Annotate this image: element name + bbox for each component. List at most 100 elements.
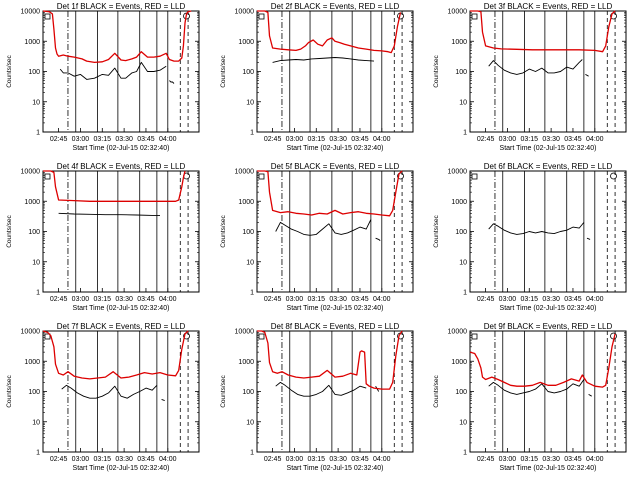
top-left-marker — [258, 173, 265, 180]
x-tick-label: 02:45 — [50, 136, 68, 143]
x-tick-label: 03:00 — [499, 456, 517, 463]
y-tick-label: 100 — [242, 69, 254, 76]
top-left-marker — [471, 173, 478, 180]
detector-panel-6: Det 6f BLACK = Events, RED = LLD 1 10 100 10… — [433, 162, 627, 312]
x-tick-label: 03:45 — [564, 136, 582, 143]
y-tick-label: 1 — [463, 450, 467, 457]
y-tick-label: 1000 — [24, 359, 40, 366]
y-axis-label: Counts/sec — [6, 214, 13, 247]
x-tick-label: 03:30 — [329, 136, 347, 143]
y-tick-label: 100 — [28, 389, 40, 396]
detector-panel-2: Det 2f BLACK = Events, RED = LLD 1 10 100 10… — [220, 2, 414, 152]
detector-panel-1: Det 1f BLACK = Events, RED = LLD 1 10 100 10… — [6, 2, 200, 152]
x-tick-label: 04:00 — [586, 456, 604, 463]
x-tick-label: 03:15 — [308, 296, 326, 303]
y-tick-label: 1 — [463, 130, 467, 137]
top-left-marker — [44, 173, 51, 180]
y-tick-label: 100 — [455, 389, 467, 396]
x-tick-label: 03:15 — [94, 136, 112, 143]
x-tick-label: 02:45 — [264, 456, 282, 463]
x-axis-label: Start Time (02-Jul-15 02:32:40) — [500, 465, 597, 472]
y-axis-label: Counts/sec — [433, 214, 440, 247]
red-lld-series — [469, 333, 616, 388]
y-tick-label: 10 — [246, 99, 254, 106]
x-tick-label: 04:00 — [586, 136, 604, 143]
red-lld-series — [257, 10, 402, 54]
y-tick-label: 1000 — [238, 199, 254, 206]
y-tick-label: 1000 — [451, 199, 467, 206]
black-events-series — [586, 237, 591, 240]
x-tick-label: 03:45 — [137, 456, 155, 463]
black-events-series — [585, 74, 589, 77]
x-tick-label: 03:45 — [351, 296, 369, 303]
y-tick-label: 1 — [250, 450, 254, 457]
detector-panel-5: Det 5f BLACK = Events, RED = LLD 1 10 100 10… — [220, 162, 414, 312]
black-events-series — [275, 381, 367, 397]
x-tick-label: 03:00 — [286, 296, 304, 303]
red-lld-series — [42, 10, 192, 64]
panel-title: Det 6f BLACK = Events, RED = LLD — [484, 162, 613, 171]
plot-frame — [256, 170, 414, 293]
detector-panel-3: Det 3f BLACK = Events, RED = LLD 1 10 100 10… — [433, 2, 627, 152]
y-tick-label: 10 — [246, 419, 254, 426]
x-tick-label: 03:45 — [564, 456, 582, 463]
x-tick-label: 03:00 — [286, 456, 304, 463]
y-tick-label: 1 — [463, 290, 467, 297]
x-tick-label: 02:45 — [477, 296, 495, 303]
y-tick-label: 10 — [459, 419, 467, 426]
x-tick-label: 03:45 — [137, 136, 155, 143]
x-tick-label: 03:30 — [542, 456, 560, 463]
black-events-series — [61, 384, 158, 399]
black-events-series — [488, 379, 585, 395]
black-events-series — [588, 394, 592, 397]
x-tick-label: 02:45 — [264, 136, 282, 143]
y-tick-label: 10000 — [448, 169, 468, 176]
x-tick-label: 04:00 — [373, 456, 391, 463]
top-right-marker — [610, 172, 617, 180]
x-tick-label: 03:15 — [308, 456, 326, 463]
y-tick-label: 1 — [250, 290, 254, 297]
black-events-series — [161, 398, 165, 402]
x-tick-label: 03:00 — [72, 296, 90, 303]
red-lld-series — [42, 330, 189, 380]
detector-panel-9: Det 9f BLACK = Events, RED = LLD 1 10 100 10… — [433, 322, 627, 472]
black-events-series — [488, 222, 585, 235]
y-tick-label: 1 — [36, 450, 40, 457]
x-tick-label: 04:00 — [586, 296, 604, 303]
y-tick-label: 100 — [28, 229, 40, 236]
y-tick-label: 10 — [32, 419, 40, 426]
y-tick-label: 10000 — [448, 329, 468, 336]
y-tick-label: 1 — [36, 130, 40, 137]
black-events-series — [59, 61, 167, 80]
y-tick-label: 1000 — [451, 359, 467, 366]
x-tick-label: 03:15 — [521, 136, 539, 143]
x-tick-label: 03:45 — [351, 136, 369, 143]
y-tick-label: 1000 — [238, 359, 254, 366]
panel-title: Det 9f BLACK = Events, RED = LLD — [484, 322, 613, 331]
detector-panel-4: Det 4f BLACK = Events, RED = LLD 1 10 100 10… — [6, 162, 200, 312]
x-axis-label: Start Time (02-Jul-15 02:32:40) — [500, 145, 597, 152]
panel-title: Det 2f BLACK = Events, RED = LLD — [271, 2, 400, 11]
x-axis-label: Start Time (02-Jul-15 02:32:40) — [73, 465, 170, 472]
y-tick-label: 10 — [459, 259, 467, 266]
x-tick-label: 03:30 — [329, 296, 347, 303]
x-tick-label: 03:30 — [115, 296, 133, 303]
y-tick-label: 100 — [455, 229, 467, 236]
panel-title: Det 1f BLACK = Events, RED = LLD — [57, 2, 186, 11]
detector-panel-7: Det 7f BLACK = Events, RED = LLD 1 10 100 10… — [6, 322, 200, 472]
black-events-series — [169, 80, 175, 84]
panel-title: Det 8f BLACK = Events, RED = LLD — [271, 322, 400, 331]
x-tick-label: 03:00 — [499, 296, 517, 303]
x-tick-label: 03:30 — [329, 456, 347, 463]
x-axis-label: Start Time (02-Jul-15 02:32:40) — [73, 305, 170, 312]
y-tick-label: 100 — [28, 69, 40, 76]
top-left-marker — [258, 13, 265, 20]
y-tick-label: 1000 — [238, 39, 254, 46]
y-tick-label: 100 — [242, 229, 254, 236]
plot-frame — [42, 170, 200, 293]
y-axis-label: Counts/sec — [220, 374, 227, 407]
panel-title: Det 5f BLACK = Events, RED = LLD — [271, 162, 400, 171]
detector-panel-8: Det 8f BLACK = Events, RED = LLD 1 10 100 10… — [220, 322, 414, 472]
red-lld-series — [43, 170, 186, 202]
plot-frame — [42, 10, 200, 133]
